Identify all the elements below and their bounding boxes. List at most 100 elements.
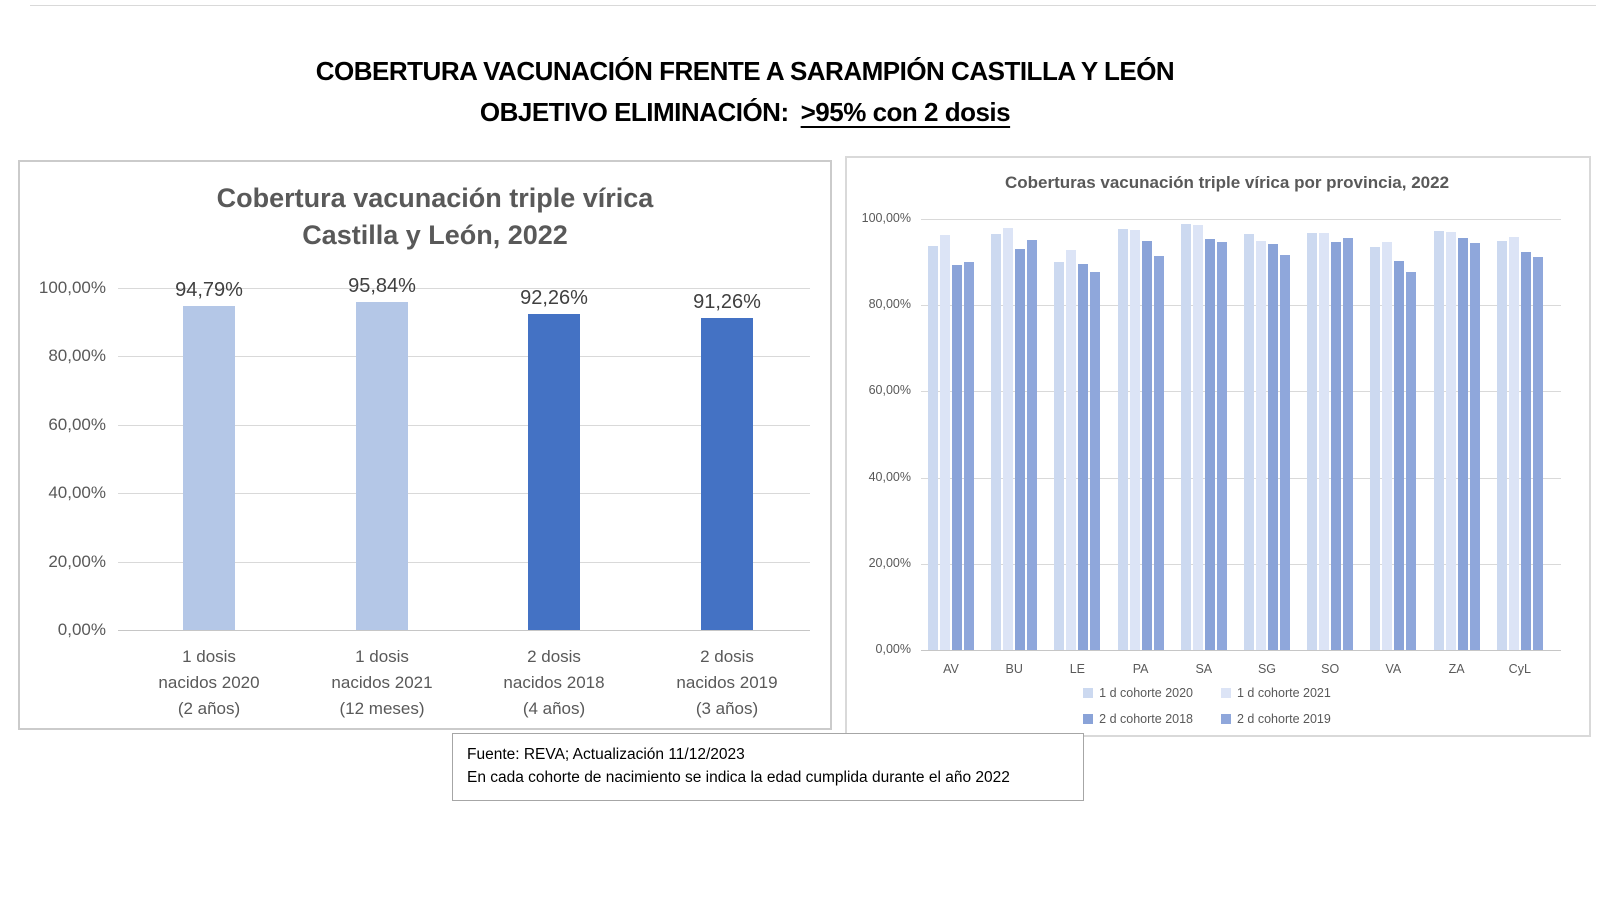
bar-value-label: 94,79%	[175, 278, 243, 301]
x-axis-category-line: (4 años)	[522, 699, 586, 718]
gridline	[921, 305, 1561, 307]
page-title-line2-prefix: OBJETIVO ELIMINACIÓN:	[479, 97, 789, 127]
left-chart-title-line2: Castilla y León, 2022	[302, 220, 568, 250]
y-axis-tick-label: 0,00%	[875, 642, 911, 656]
y-axis-tick-label: 60,00%	[868, 383, 911, 398]
bar-sa-s2	[1192, 224, 1203, 650]
legend-item: 1 d cohorte 2021	[1221, 686, 1331, 700]
bar-va-s3	[1394, 260, 1405, 650]
bar-le-s2	[1066, 249, 1077, 650]
gridline	[118, 424, 810, 426]
bar-le-s4	[1090, 272, 1101, 650]
left-chart-plot-area: 100,00% 80,00% 60,00% 40,00% 20,00% 0,00% 94,7…	[20, 162, 830, 728]
source-note-line2: En cada cohorte de nacimiento se indica …	[467, 769, 1010, 786]
bar-bu-s3	[1015, 249, 1026, 650]
bar	[528, 314, 580, 630]
x-axis-category-line: (3 años)	[695, 699, 759, 718]
x-axis-category-label: 2 dosis nacidos 2018 (4 años)	[469, 644, 639, 722]
x-axis-category-line: 1 dosis	[182, 647, 236, 666]
legend-item: 2 d cohorte 2019	[1221, 712, 1331, 726]
bar-bu-s4	[1027, 239, 1038, 650]
y-axis-tick-label: 40,00%	[868, 469, 911, 484]
bar-so-s2	[1319, 233, 1330, 650]
y-axis-tick-label: 20,00%	[48, 551, 106, 571]
y-axis-tick-label: 80,00%	[868, 297, 911, 312]
gridline	[921, 563, 1561, 565]
legend-row-2: 2 d cohorte 2018 2 d cohorte 2019	[857, 712, 1557, 726]
bar	[701, 317, 753, 630]
x-axis-category-label: CyL	[1508, 662, 1531, 676]
legend-row-1: 1 d cohorte 2020 1 d cohorte 2021	[857, 686, 1557, 700]
bar-bu-s2	[1003, 227, 1014, 650]
y-axis-tick-label: 100,00%	[861, 211, 911, 225]
x-axis-category-label: SA	[1195, 662, 1213, 676]
y-axis-tick-label: 0,00%	[57, 620, 106, 639]
left-chart-title: Cobertura vacunación triple vírica Casti…	[40, 180, 830, 254]
gridline	[118, 356, 810, 358]
page-title-line2: OBJETIVO ELIMINACIÓN: >95% con 2 dosis	[0, 97, 1490, 128]
legend-swatch-icon	[1083, 688, 1094, 698]
x-axis-category-line: 1 dosis	[355, 647, 409, 666]
x-axis-category-label: 2 dosis nacidos 2019 (3 años)	[642, 644, 812, 722]
bar-va-s1	[1370, 247, 1381, 650]
x-axis-category-label: SG	[1257, 662, 1277, 676]
bar-za-s1	[1433, 230, 1444, 650]
bar-av-s2	[940, 234, 950, 650]
bar-bu-s1	[991, 233, 1002, 650]
source-note-line1: Fuente: REVA; Actualización 11/12/2023	[467, 746, 745, 763]
bar-cyl-s3	[1520, 252, 1531, 650]
bar-value-label: 91,26%	[693, 290, 761, 313]
gridline	[921, 650, 1561, 651]
y-axis-tick-label: 100,00%	[38, 278, 106, 297]
gridline	[921, 477, 1561, 479]
x-axis-category-line: nacidos 2021	[331, 673, 433, 692]
right-chart-plot-area: 100,00% 80,00% 60,00% 40,00% 20,00% 0,00% AV BU…	[847, 158, 1589, 735]
bar-av-s4	[964, 261, 974, 650]
legend-swatch-icon	[1083, 714, 1094, 724]
gridline	[921, 219, 1561, 220]
bar-pa-s4	[1153, 256, 1164, 650]
gridline	[118, 630, 810, 631]
bar-le-s3	[1078, 264, 1089, 650]
gridline	[921, 391, 1561, 393]
gridline	[118, 493, 810, 495]
y-axis-tick-label: 60,00%	[48, 414, 106, 434]
x-axis-category-label: LE	[1069, 662, 1086, 676]
bar-cyl-s2	[1508, 236, 1519, 650]
regional-coverage-chart-panel: Cobertura vacunación triple vírica Casti…	[18, 160, 832, 730]
bar-le-s1	[1054, 261, 1065, 650]
source-note-box: Fuente: REVA; Actualización 11/12/2023 E…	[452, 733, 1084, 801]
gridline	[118, 561, 810, 563]
right-chart-title: Coberturas vacunación triple vírica por …	[1004, 173, 1450, 192]
bar	[356, 302, 408, 630]
bar-av-s3	[952, 264, 962, 650]
bar	[183, 305, 235, 630]
bar-sg-s3	[1268, 244, 1278, 650]
bar-pa-s2	[1129, 230, 1140, 650]
bar-value-label: 95,84%	[348, 275, 416, 298]
legend-swatch-icon	[1221, 688, 1231, 698]
bar-za-s4	[1469, 243, 1480, 650]
legend-item-label: 1 d cohorte 2021	[1237, 686, 1331, 700]
legend-item: 2 d cohorte 2018	[1083, 712, 1193, 726]
province-coverage-chart-panel: Coberturas vacunación triple vírica por …	[845, 156, 1591, 737]
left-chart-title-line1: Cobertura vacunación triple vírica	[216, 183, 654, 213]
x-axis-category-label: 1 dosis nacidos 2021 (12 meses)	[297, 644, 467, 722]
bar-sg-s2	[1256, 241, 1266, 650]
x-axis-category-line: (2 años)	[177, 699, 241, 718]
bar-sg-s4	[1280, 255, 1290, 650]
legend-item-label: 2 d cohorte 2018	[1099, 712, 1193, 726]
x-axis-category-label: BU	[1005, 662, 1023, 676]
y-axis-tick-label: 80,00%	[48, 346, 106, 366]
bar-av-s1	[928, 245, 938, 650]
bar-sa-s4	[1216, 242, 1227, 650]
bar-cyl-s1	[1496, 241, 1507, 650]
bar-cyl-s4	[1532, 256, 1543, 650]
x-axis-category-label: ZA	[1448, 662, 1465, 676]
bar-sa-s1	[1180, 223, 1191, 650]
x-axis-category-line: nacidos 2019	[676, 673, 778, 692]
page-title-line1: COBERTURA VACUNACIÓN FRENTE A SARAMPIÓN …	[315, 56, 1175, 86]
x-axis-category-label: VA	[1385, 662, 1402, 676]
bar-va-s4	[1406, 272, 1417, 650]
